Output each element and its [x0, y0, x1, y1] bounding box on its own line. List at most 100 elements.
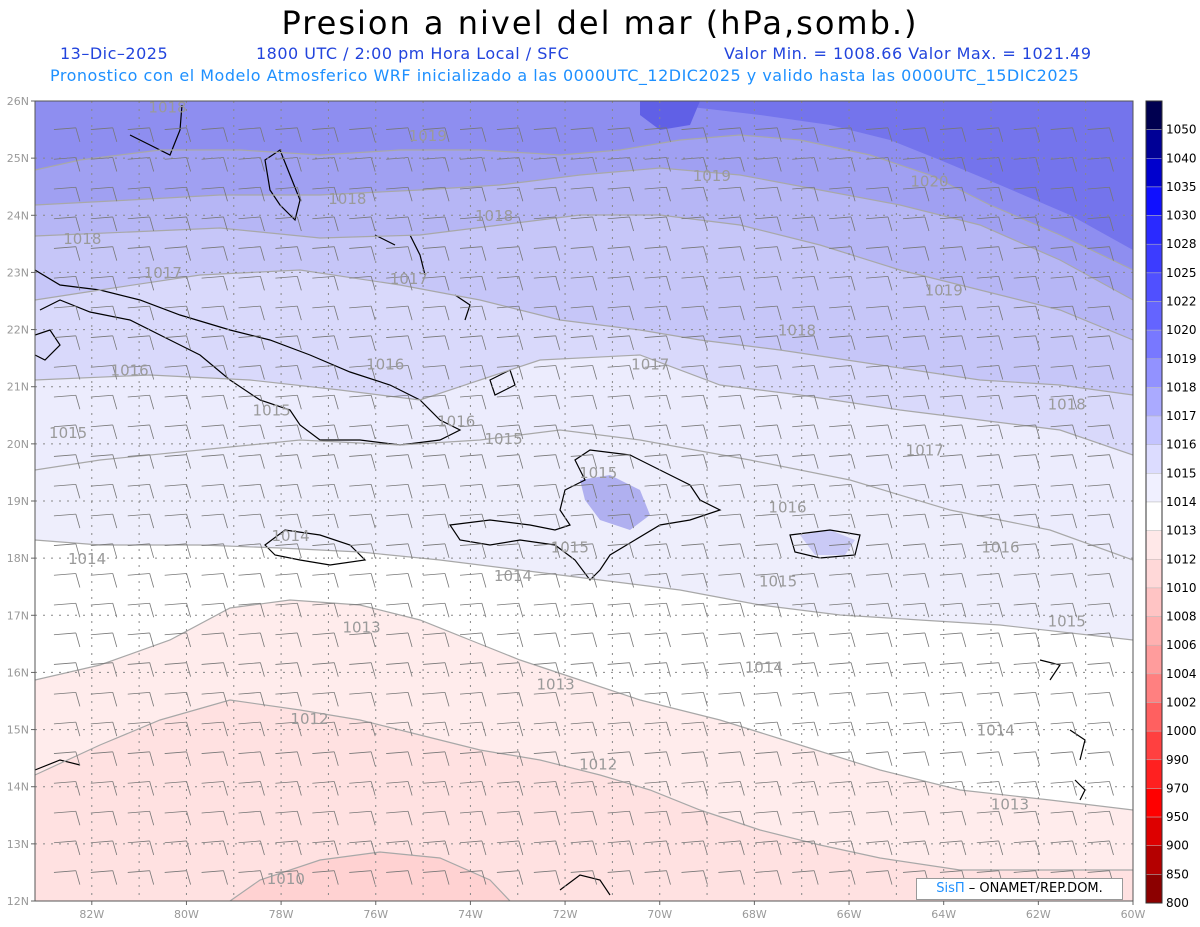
wind-barb-shaft: [496, 275, 519, 279]
wind-barb-flag: [518, 870, 524, 885]
wind-barb-flag: [481, 840, 487, 856]
wind-barb-flag: [518, 543, 524, 558]
wind-barb-flag: [518, 721, 524, 737]
wind-barb-flag: [370, 157, 376, 172]
wind-barb-flag: [998, 692, 1004, 707]
wind-barb-shaft: [976, 216, 999, 220]
wind-barb-shaft: [164, 810, 187, 814]
wind-barb-shaft: [570, 543, 593, 546]
wind-barb-flag: [703, 632, 708, 648]
page-title: Presion a nivel del mar (hPa,somb.): [281, 4, 919, 42]
wind-barb-shaft: [127, 246, 150, 249]
wind-barb-flag: [924, 662, 930, 677]
wind-barb-flag: [112, 305, 118, 321]
wind-barb-flag: [444, 543, 450, 558]
wind-barb-flag: [887, 305, 893, 321]
wind-barb-shaft: [976, 424, 999, 428]
wind-barb-shaft: [164, 127, 187, 130]
wind-barb-shaft: [1013, 573, 1036, 576]
wind-barb-shaft: [902, 216, 925, 220]
wind-barb-flag: [555, 543, 561, 558]
wind-barb-flag: [296, 811, 302, 826]
wind-barb-flag: [813, 484, 819, 499]
credit-brand: SisΠ: [936, 881, 965, 896]
wind-barb-shaft: [496, 870, 519, 873]
wind-barb-flag: [1072, 365, 1077, 380]
wind-barb-flag: [1109, 454, 1114, 469]
wind-barb-shaft: [312, 602, 335, 606]
wind-barb-shaft: [755, 424, 778, 428]
wind-barb-flag: [370, 721, 376, 737]
wind-barb-shaft: [1013, 632, 1036, 636]
wind-barb-shaft: [607, 127, 630, 130]
wind-barb-flag: [333, 870, 339, 885]
wind-barb-flag: [149, 454, 155, 469]
wind-barb-shaft: [164, 424, 187, 428]
wind-barb-shaft: [976, 483, 999, 487]
wind-barb-shaft: [423, 751, 446, 754]
wind-barb-shaft: [201, 246, 224, 249]
wind-barb-shaft: [681, 810, 704, 814]
wind-barb-flag: [1035, 840, 1041, 856]
wind-barb-shaft: [201, 483, 224, 487]
wind-barb-shaft: [164, 157, 187, 160]
wind-barb-flag: [776, 662, 782, 677]
wind-barb-shaft: [644, 573, 667, 576]
legend-label: 1022: [1166, 295, 1197, 309]
wind-barb-flag: [703, 157, 708, 172]
wind-barb-shaft: [312, 483, 335, 487]
legend-swatch: [1145, 243, 1163, 274]
wind-barb-shaft: [312, 721, 335, 725]
wind-barb-flag: [924, 603, 930, 618]
wind-barb-shaft: [792, 335, 815, 338]
wind-barb-shaft: [1050, 305, 1073, 309]
wind-barb-flag: [776, 246, 782, 261]
wind-barb-shaft: [792, 513, 815, 517]
wind-barb-shaft: [533, 157, 556, 160]
lat-tick-label: 16N: [7, 666, 29, 679]
wind-barb-shaft: [238, 305, 261, 309]
wind-barb-shaft: [718, 157, 741, 160]
wind-barb-flag: [1035, 335, 1041, 350]
wind-barb-flag: [813, 246, 819, 261]
wind-barb-shaft: [976, 751, 999, 754]
wind-barb-flag: [481, 484, 487, 499]
wind-barb-flag: [1072, 573, 1077, 588]
wind-barb-flag: [444, 840, 450, 856]
wind-barb-shaft: [607, 483, 630, 487]
wind-barb-flag: [407, 870, 413, 885]
wind-barb-flag: [296, 751, 302, 766]
wind-barb-shaft: [238, 543, 261, 546]
legend-label: 1019: [1166, 352, 1197, 366]
wind-barb-flag: [370, 573, 376, 588]
wind-barb-flag: [629, 395, 634, 410]
wind-barb-shaft: [275, 365, 298, 368]
wind-barb-flag: [518, 692, 524, 707]
wind-barb-flag: [703, 662, 708, 677]
legend-swatch: [1145, 100, 1163, 130]
wind-barb-shaft: [829, 454, 852, 457]
wind-barb-shaft: [607, 394, 630, 398]
wind-barb-flag: [555, 365, 561, 380]
wind-barb-flag: [666, 187, 671, 202]
wind-barb-shaft: [939, 721, 962, 725]
wind-barb-flag: [1109, 781, 1114, 796]
wind-barb-flag: [1072, 305, 1077, 321]
wind-barb-flag: [961, 692, 967, 707]
legend-swatch: [1145, 673, 1163, 703]
wind-barb-shaft: [533, 305, 556, 309]
wind-barb-flag: [444, 484, 450, 499]
wind-barb-shaft: [1013, 840, 1036, 844]
legend-label: 1002: [1166, 696, 1197, 710]
wind-barb-flag: [703, 781, 708, 796]
legend-label: 1018: [1166, 380, 1197, 394]
contour-label: 1014: [68, 550, 106, 568]
wind-barb-shaft: [275, 246, 298, 249]
wind-barb-shaft: [459, 394, 482, 398]
wind-barb-shaft: [1050, 691, 1073, 695]
wind-barb-shaft: [939, 454, 962, 457]
wind-barb-shaft: [644, 365, 667, 368]
wind-barb-flag: [407, 573, 413, 588]
wind-barb-shaft: [127, 632, 150, 636]
wind-barb-flag: [776, 811, 782, 826]
